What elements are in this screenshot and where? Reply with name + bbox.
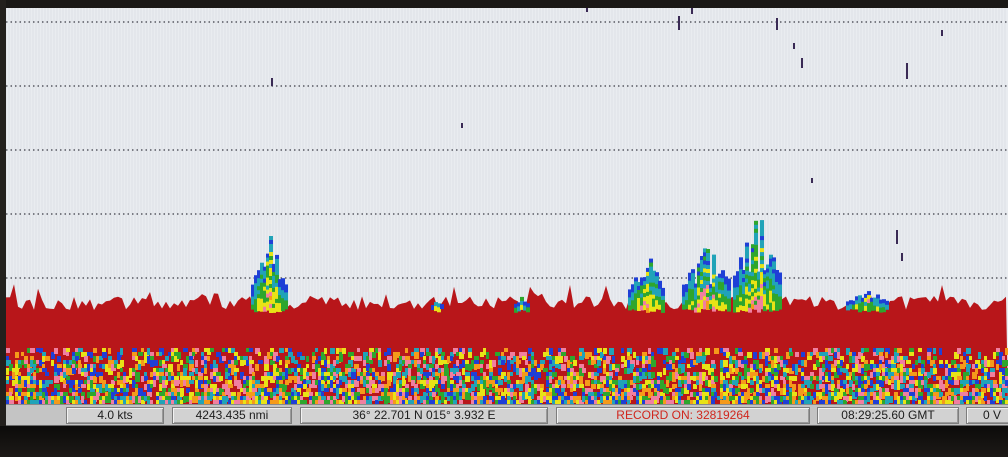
time-readout: 08:29:25.60 GMT — [817, 407, 959, 424]
echogram-plot — [6, 8, 1008, 404]
position-readout: 36° 22.701 N 015° 3.932 E — [300, 407, 548, 424]
partial-readout: 0 V — [966, 407, 1008, 424]
status-bar: 4.0 kts 4243.435 nmi 36° 22.701 N 015° 3… — [6, 404, 1008, 426]
speed-readout: 4.0 kts — [66, 407, 164, 424]
monitor-bezel-bottom — [0, 426, 1008, 457]
record-status: RECORD ON: 32819264 — [556, 407, 810, 424]
echogram-display — [6, 8, 1008, 404]
distance-readout: 4243.435 nmi — [172, 407, 292, 424]
monitor-bezel-left — [0, 0, 6, 426]
